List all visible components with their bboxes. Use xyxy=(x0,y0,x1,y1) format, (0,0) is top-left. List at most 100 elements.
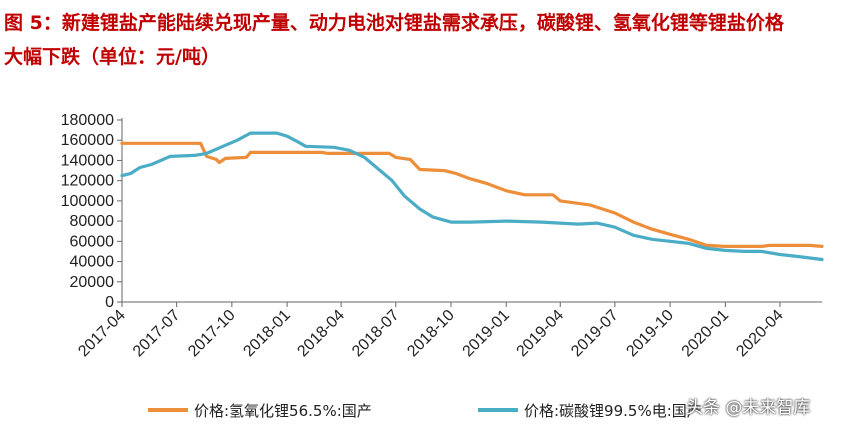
series-1-point xyxy=(651,228,653,230)
series-2-point xyxy=(297,141,300,144)
series-1-point xyxy=(249,151,252,154)
y-axis: 0 20000 40000 60000 80000 100000 120000 140000 1… xyxy=(61,112,123,311)
series-1-point xyxy=(409,158,411,161)
series-2-point xyxy=(304,145,307,148)
chart-title: 图 5：新建锂盐产能陆续兑现产量、动力电池对锂盐需求承压，碳酸锂、氢氧化锂等锂盐… xyxy=(4,6,854,74)
series-2-point xyxy=(743,250,745,253)
y-tick-label: 180000 xyxy=(61,112,114,129)
series-1-point xyxy=(486,182,489,185)
y-tick-label: 20000 xyxy=(70,274,115,291)
series-2-point xyxy=(577,223,580,225)
series-2-point xyxy=(432,216,434,218)
x-tick-label: 2019-04 xyxy=(514,307,568,361)
series-1-point xyxy=(768,244,771,247)
series-2-point xyxy=(224,144,227,147)
x-tick-label: 2020-01 xyxy=(679,307,733,361)
series-1-point xyxy=(614,212,616,214)
chart-series xyxy=(120,131,824,262)
series-1-point xyxy=(505,189,508,192)
y-tick-label: 40000 xyxy=(70,254,115,271)
series-1-point xyxy=(443,169,446,172)
series-2-point xyxy=(150,163,153,166)
legend: 价格:氢氧化锂56.5%:国产 价格:碳酸锂99.5%电:国产 xyxy=(148,402,702,420)
series-2-point xyxy=(391,179,393,182)
series-2-point xyxy=(614,226,616,228)
series-1-point xyxy=(388,152,390,155)
series-1-point xyxy=(215,158,218,161)
series-2-point xyxy=(797,255,799,258)
y-tick-label: 160000 xyxy=(61,132,114,149)
series-1-point xyxy=(321,151,324,154)
series-1-point xyxy=(121,142,123,145)
series-2-point xyxy=(121,174,123,177)
series-2-point xyxy=(129,172,132,175)
series-2-point xyxy=(669,240,671,243)
series-2-point xyxy=(632,234,635,237)
series-2-point xyxy=(724,249,727,252)
series-1-point xyxy=(394,156,397,159)
x-tick-label: 2018-04 xyxy=(294,307,348,361)
series-1-point xyxy=(205,155,208,158)
series-1-point xyxy=(559,200,562,202)
series-1-point xyxy=(669,233,671,236)
series-1-point xyxy=(524,194,526,196)
series-2-point xyxy=(376,167,379,170)
chart-title-line-2: 大幅下跌（单位：元/吨） xyxy=(4,46,220,68)
x-tick-label: 2017-07 xyxy=(130,307,184,361)
x-tick-label: 2018-07 xyxy=(349,307,403,361)
series-1-point xyxy=(588,204,591,206)
series-2-point xyxy=(205,152,208,155)
series-1-point xyxy=(455,172,458,175)
series-1-point xyxy=(760,245,763,248)
x-tick-label: 2018-10 xyxy=(404,307,458,361)
x-tick-label: 2019-07 xyxy=(568,307,622,361)
series-2-point xyxy=(286,135,288,137)
x-tick-label: 2019-10 xyxy=(623,307,677,361)
series-2-point xyxy=(468,221,471,223)
x-tick-label: 2017-04 xyxy=(75,307,129,361)
series-2-point xyxy=(450,221,452,223)
series-2-point xyxy=(333,146,335,149)
x-tick-label: 2020-04 xyxy=(733,307,787,361)
series-2-point xyxy=(505,220,508,222)
series-2-point xyxy=(760,250,763,253)
series-1-point xyxy=(245,156,248,159)
series-1-point xyxy=(632,221,635,223)
series-2-point xyxy=(821,258,823,261)
series-2-point xyxy=(403,195,405,197)
x-axis: 2017-04 2017-07 2017-10 2018-01 2018-04 2018-… xyxy=(75,301,822,361)
series-2-point xyxy=(418,208,421,210)
y-tick-label: 120000 xyxy=(61,173,114,190)
series-1-point xyxy=(224,157,227,160)
x-tick-label: 2018-01 xyxy=(240,307,294,361)
series-1-point xyxy=(418,168,421,171)
series-1-point xyxy=(218,161,221,164)
series-2-point xyxy=(705,247,708,250)
chart-title-line-1: 图 5：新建锂盐产能陆续兑现产量、动力电池对锂盐需求承压，碳酸锂、氢氧化锂等锂盐… xyxy=(4,12,784,34)
series-2-point xyxy=(363,156,366,159)
series-1-point xyxy=(808,244,811,247)
y-tick-label: 100000 xyxy=(61,193,114,210)
series-2-point xyxy=(193,154,196,157)
series-2-point xyxy=(139,166,141,169)
series-1-point xyxy=(687,238,690,241)
series-2-point xyxy=(779,253,781,256)
legend-label-2: 价格:碳酸锂99.5%电:国产 xyxy=(524,402,702,420)
watermark: 头条 @未来智库 xyxy=(686,398,811,418)
series-2-point xyxy=(687,242,690,245)
series-2-point xyxy=(651,238,653,241)
series-1-point xyxy=(327,152,329,155)
series-2-point xyxy=(169,155,171,158)
series-2-point xyxy=(236,139,239,142)
series-2-point xyxy=(540,221,543,223)
series-2-point xyxy=(249,132,252,134)
series-2-point xyxy=(160,159,162,162)
y-tick-label: 80000 xyxy=(70,213,115,230)
series-line-1 xyxy=(120,141,824,248)
series-1-point xyxy=(199,142,202,145)
y-tick-label: 0 xyxy=(105,294,114,311)
series-1-point xyxy=(705,244,708,247)
series-2-point xyxy=(348,149,351,152)
x-tick-label: 2019-01 xyxy=(460,307,514,361)
